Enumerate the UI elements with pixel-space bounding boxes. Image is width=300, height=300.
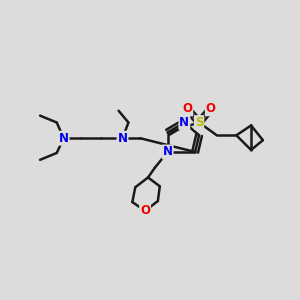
Text: N: N [163, 146, 173, 158]
Text: N: N [58, 132, 69, 145]
Text: N: N [118, 132, 128, 145]
Text: O: O [182, 102, 192, 115]
Text: O: O [206, 102, 216, 115]
Text: S: S [195, 116, 203, 129]
Text: O: O [140, 204, 150, 218]
Text: N: N [179, 116, 189, 129]
